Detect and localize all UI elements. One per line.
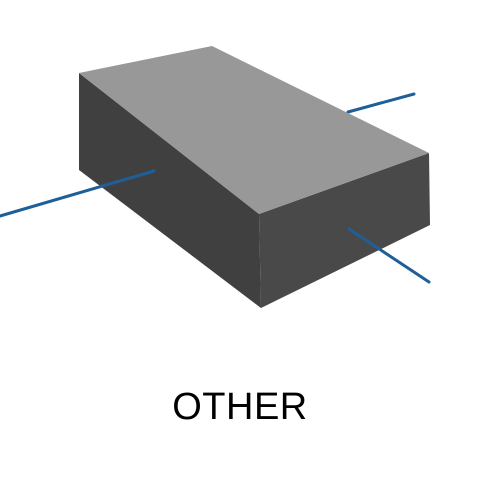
right-wire-lead	[347, 227, 431, 284]
left-wire-lead	[0, 169, 156, 218]
block-left-face	[79, 73, 261, 308]
block-top-face	[79, 46, 429, 214]
category-caption: OTHER	[172, 386, 308, 428]
block-front-face	[259, 153, 430, 308]
rear-wire-lead	[346, 92, 416, 114]
